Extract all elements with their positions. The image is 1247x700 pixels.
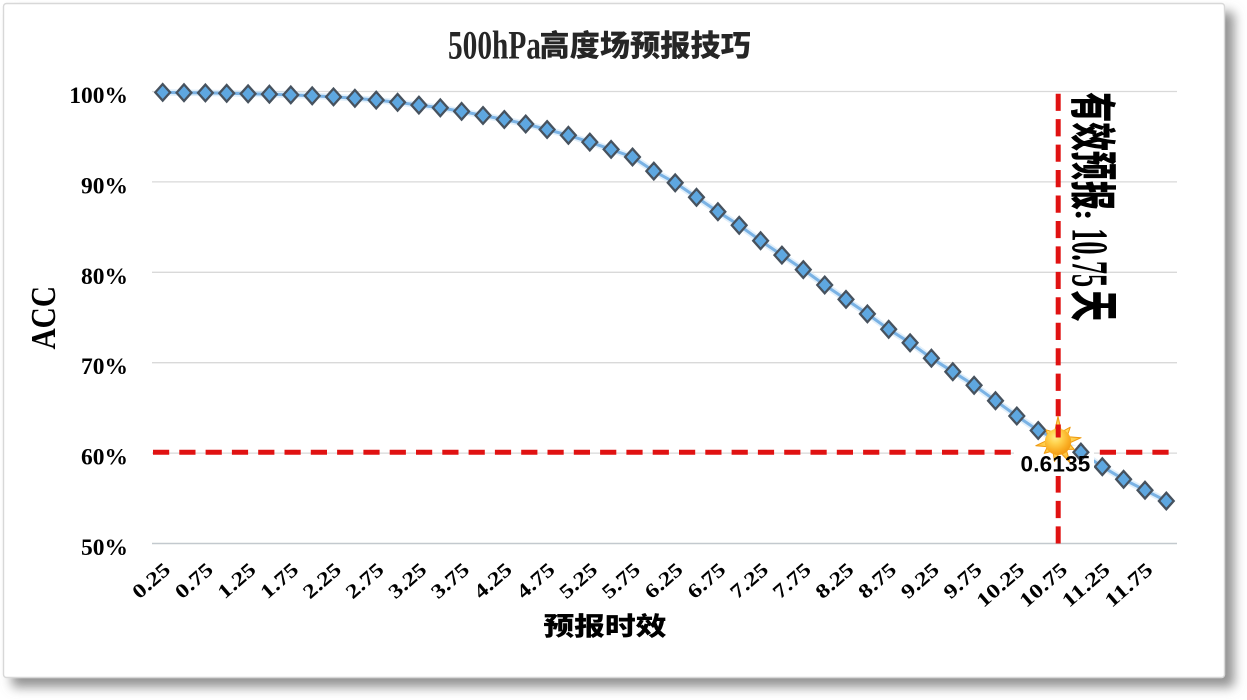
- svg-text:0.6135: 0.6135: [1021, 452, 1091, 477]
- svg-text:100%: 100%: [69, 83, 128, 109]
- svg-text:80%: 80%: [81, 264, 128, 290]
- svg-text:90%: 90%: [81, 173, 128, 199]
- svg-text:60%: 60%: [81, 445, 128, 471]
- svg-text:500hPa: 500hPa: [448, 23, 541, 68]
- svg-text:70%: 70%: [81, 354, 128, 380]
- svg-text:10.75: 10.75: [1061, 228, 1118, 287]
- svg-text:ACC: ACC: [24, 286, 63, 350]
- svg-text:50%: 50%: [81, 535, 128, 561]
